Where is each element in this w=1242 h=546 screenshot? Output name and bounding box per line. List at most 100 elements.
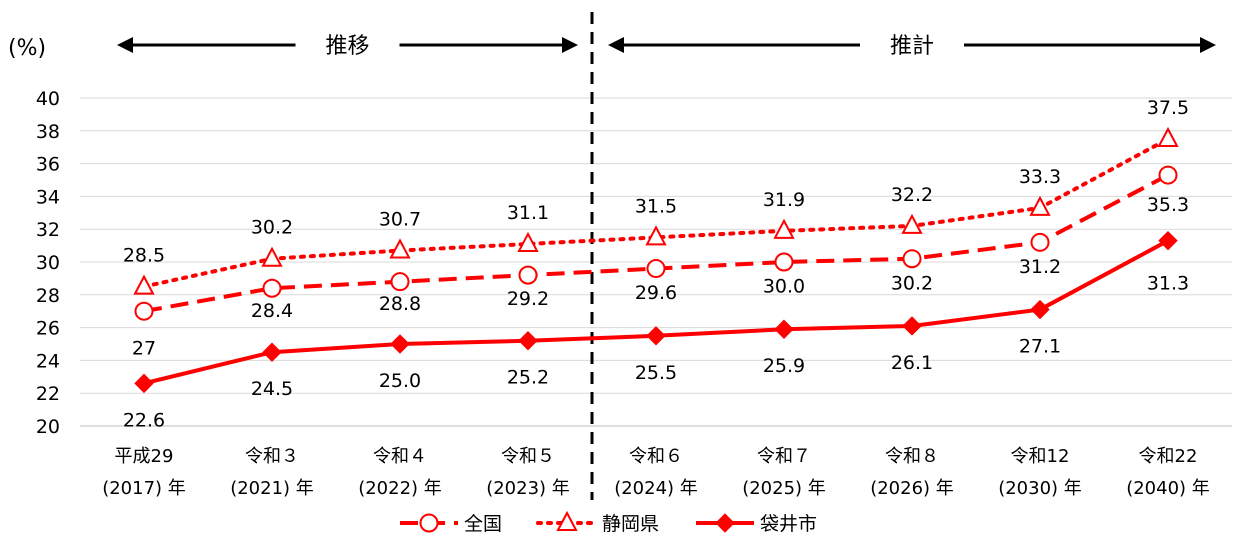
marker-triangle bbox=[645, 225, 667, 246]
legend-label: 全国 bbox=[464, 513, 502, 535]
marker-diamond bbox=[262, 342, 282, 362]
period-projection: 推計 bbox=[608, 34, 1216, 59]
x-axis: 平成29 (2017) 年 令和３ (2021) 年 令和４ (2022) 年 令和５ (20… bbox=[102, 446, 1210, 499]
y-axis: 20 22 24 26 28 30 32 34 36 38 40 bbox=[36, 88, 1232, 438]
x-tick-label: 令和８ bbox=[885, 446, 939, 467]
x-tick-label: 令和12 bbox=[1011, 446, 1070, 467]
marker-triangle bbox=[133, 274, 155, 295]
y-tick-label: 26 bbox=[36, 318, 60, 340]
data-label: 31.3 bbox=[1147, 273, 1189, 295]
marker-diamond bbox=[646, 326, 666, 346]
marker-diamond bbox=[518, 331, 538, 351]
marker-circle bbox=[1030, 232, 1050, 252]
marker-diamond bbox=[902, 316, 922, 336]
x-tick-label: 令和５ bbox=[501, 446, 555, 467]
data-label: 27.1 bbox=[1019, 336, 1061, 358]
y-tick-label: 32 bbox=[36, 219, 60, 241]
marker-diamond bbox=[1030, 299, 1050, 320]
x-tick-label: (2021) 年 bbox=[230, 478, 314, 499]
data-label: 24.5 bbox=[251, 378, 293, 400]
arrow-head-left bbox=[117, 37, 133, 53]
y-tick-label: 28 bbox=[36, 285, 60, 307]
y-tick-label: 40 bbox=[36, 88, 60, 110]
data-label: 25.2 bbox=[507, 367, 549, 389]
data-label: 28.8 bbox=[379, 293, 421, 315]
marker-circle bbox=[646, 259, 666, 279]
data-labels: 28.5 30.2 30.7 31.1 31.5 31.9 32.2 33.3 37.5 27 28… bbox=[123, 97, 1189, 431]
y-tick-label: 38 bbox=[36, 121, 60, 143]
marker-triangle bbox=[556, 510, 578, 531]
x-tick-label: (2025) 年 bbox=[742, 478, 826, 499]
marker-diamond bbox=[134, 373, 154, 394]
data-label: 37.5 bbox=[1147, 97, 1189, 119]
marker-circle bbox=[390, 272, 410, 292]
x-tick-label: (2024) 年 bbox=[614, 478, 698, 499]
data-label: 28.5 bbox=[123, 245, 165, 267]
marker-circle bbox=[419, 513, 439, 533]
data-label: 31.5 bbox=[635, 195, 677, 217]
marker-circle bbox=[518, 265, 538, 285]
x-tick-label: (2022) 年 bbox=[358, 478, 442, 499]
data-label: 31.9 bbox=[763, 189, 805, 211]
series-group bbox=[133, 126, 1179, 394]
marker-circle bbox=[1158, 165, 1178, 185]
data-label: 25.9 bbox=[763, 355, 805, 377]
y-tick-label: 34 bbox=[36, 186, 60, 208]
marker-circle bbox=[134, 301, 154, 321]
data-label: 29.2 bbox=[507, 288, 549, 310]
x-tick-label: (2017) 年 bbox=[102, 478, 186, 499]
marker-circle bbox=[774, 252, 794, 272]
x-tick-label: 令和４ bbox=[373, 446, 427, 467]
data-label: 35.3 bbox=[1147, 194, 1189, 216]
legend-item: 袋井市 bbox=[696, 513, 817, 535]
marker-triangle bbox=[261, 246, 283, 267]
x-tick-label: 令和６ bbox=[629, 446, 683, 467]
marker-triangle bbox=[1157, 126, 1179, 147]
data-label: 22.6 bbox=[123, 409, 165, 431]
x-tick-label: (2030) 年 bbox=[998, 478, 1082, 499]
x-tick-label: (2040) 年 bbox=[1126, 478, 1210, 499]
data-label: 31.2 bbox=[1019, 256, 1061, 278]
legend-label: 静岡県 bbox=[602, 513, 659, 535]
marker-triangle bbox=[1029, 195, 1051, 216]
legend: 全国 静岡県 袋井市 bbox=[400, 510, 817, 535]
x-tick-label: 平成29 bbox=[115, 446, 174, 467]
y-tick-label: 20 bbox=[36, 416, 60, 438]
x-tick-label: (2023) 年 bbox=[486, 478, 570, 499]
y-tick-label: 24 bbox=[36, 350, 60, 372]
data-label: 25.0 bbox=[379, 370, 421, 392]
x-tick-label: (2026) 年 bbox=[870, 478, 954, 499]
data-label: 29.6 bbox=[635, 282, 677, 304]
marker-diamond bbox=[1158, 230, 1178, 251]
legend-label: 袋井市 bbox=[760, 513, 817, 535]
marker-triangle bbox=[901, 213, 923, 234]
data-label: 30.2 bbox=[251, 217, 293, 239]
data-label: 27 bbox=[132, 337, 156, 359]
arrow-head-right bbox=[562, 37, 578, 53]
period-history: 推移 bbox=[117, 34, 578, 59]
data-label: 31.1 bbox=[507, 202, 549, 224]
marker-diamond bbox=[715, 513, 735, 533]
marker-triangle bbox=[773, 218, 795, 239]
marker-circle bbox=[262, 278, 282, 298]
marker-diamond bbox=[774, 319, 794, 339]
data-label: 25.5 bbox=[635, 362, 677, 384]
x-tick-label: 令和３ bbox=[245, 446, 299, 467]
unit-label: (%) bbox=[8, 36, 46, 61]
data-label: 30.2 bbox=[891, 272, 933, 294]
period-label: 推計 bbox=[890, 34, 934, 59]
x-tick-label: 令和７ bbox=[757, 446, 811, 467]
legend-item: 静岡県 bbox=[536, 510, 659, 535]
x-tick-label: 令和22 bbox=[1139, 446, 1198, 467]
marker-circle bbox=[902, 249, 922, 269]
y-tick-label: 36 bbox=[36, 154, 60, 176]
data-label: 32.2 bbox=[891, 184, 933, 206]
marker-triangle bbox=[389, 238, 411, 259]
period-label: 推移 bbox=[325, 34, 369, 59]
data-label: 30.7 bbox=[379, 209, 421, 231]
legend-item: 全国 bbox=[400, 513, 502, 535]
data-label: 26.1 bbox=[891, 352, 933, 374]
marker-diamond bbox=[390, 334, 410, 354]
data-label: 30.0 bbox=[763, 276, 805, 298]
